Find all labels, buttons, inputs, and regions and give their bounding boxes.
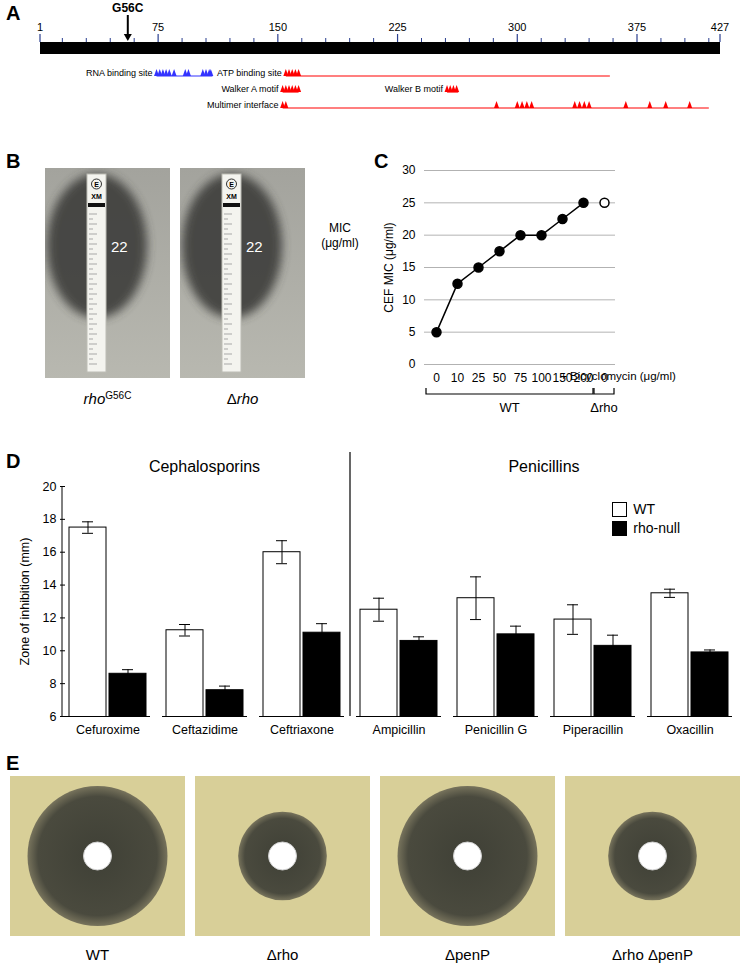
svg-text:25: 25 [472,371,486,385]
svg-text:Walker A motif: Walker A motif [221,84,279,94]
svg-text:Ceftazidime: Ceftazidime [172,723,238,737]
svg-text:Penicillin G: Penicillin G [465,723,528,737]
svg-text:XM: XM [226,193,237,200]
svg-text:427: 427 [711,21,729,33]
svg-text:50: 50 [493,371,507,385]
svg-text:14: 14 [43,578,57,592]
svg-text:30: 30 [402,163,416,177]
svg-text:25: 25 [402,196,416,210]
svg-text:75: 75 [152,21,164,33]
svg-text:Penicillins: Penicillins [508,458,579,475]
svg-text:WT: WT [499,400,519,415]
svg-text:18: 18 [43,512,57,526]
svg-text:Δrho: Δrho [590,400,617,415]
svg-text:10: 10 [43,644,57,658]
svg-text:375: 375 [628,21,646,33]
svg-text:Zone of inhibition (mm): Zone of inhibition (mm) [18,538,32,666]
svg-text:CEF MIC (μg/ml): CEF MIC (μg/ml) [382,222,396,312]
svg-text:225: 225 [388,21,406,33]
svg-text:150: 150 [269,21,287,33]
svg-text:100: 100 [531,371,551,385]
svg-text:MIC: MIC [329,221,351,235]
svg-text:6: 6 [50,710,57,724]
svg-text:Multimer interface: Multimer interface [207,100,279,110]
svg-text:16: 16 [43,545,57,559]
svg-text:Ceftriaxone: Ceftriaxone [270,723,334,737]
svg-text:E: E [94,181,99,188]
svg-text:300: 300 [508,21,526,33]
svg-text:22: 22 [111,238,128,255]
svg-text:ATP binding site: ATP binding site [217,68,282,78]
svg-text:E: E [229,181,234,188]
svg-text:15: 15 [402,260,416,274]
svg-text:10: 10 [402,293,416,307]
svg-text:Δrho: Δrho [267,946,299,963]
svg-text:Piperacillin: Piperacillin [563,723,623,737]
svg-text:8: 8 [50,677,57,691]
svg-text:0: 0 [409,357,416,371]
svg-text:Walker B motif: Walker B motif [385,84,444,94]
svg-text:+ Bicyclomycin (μg/ml): + Bicyclomycin (μg/ml) [560,370,676,382]
svg-text:RNA binding site: RNA binding site [86,68,153,78]
svg-text:rhoG56C: rhoG56C [84,390,132,408]
svg-text:5: 5 [409,325,416,339]
svg-text:WT: WT [86,946,109,963]
svg-text:Ampicillin: Ampicillin [373,723,426,737]
svg-text:20: 20 [43,480,57,494]
svg-text:22: 22 [246,238,263,255]
svg-text:Δrho: Δrho [227,390,259,407]
svg-text:ΔpenP: ΔpenP [445,946,490,963]
svg-text:G56C: G56C [112,1,144,15]
svg-text:XM: XM [91,193,102,200]
svg-text:0: 0 [433,371,440,385]
svg-text:Cephalosporins: Cephalosporins [149,458,260,475]
svg-text:1: 1 [37,21,43,33]
svg-text:(μg/ml): (μg/ml) [321,236,359,250]
svg-text:12: 12 [43,611,57,625]
svg-text:Oxacillin: Oxacillin [666,723,713,737]
svg-text:75: 75 [514,371,528,385]
svg-text:20: 20 [402,228,416,242]
svg-text:10: 10 [451,371,465,385]
svg-text:Δrho ΔpenP: Δrho ΔpenP [612,946,693,963]
svg-text:Cefuroxime: Cefuroxime [76,723,140,737]
